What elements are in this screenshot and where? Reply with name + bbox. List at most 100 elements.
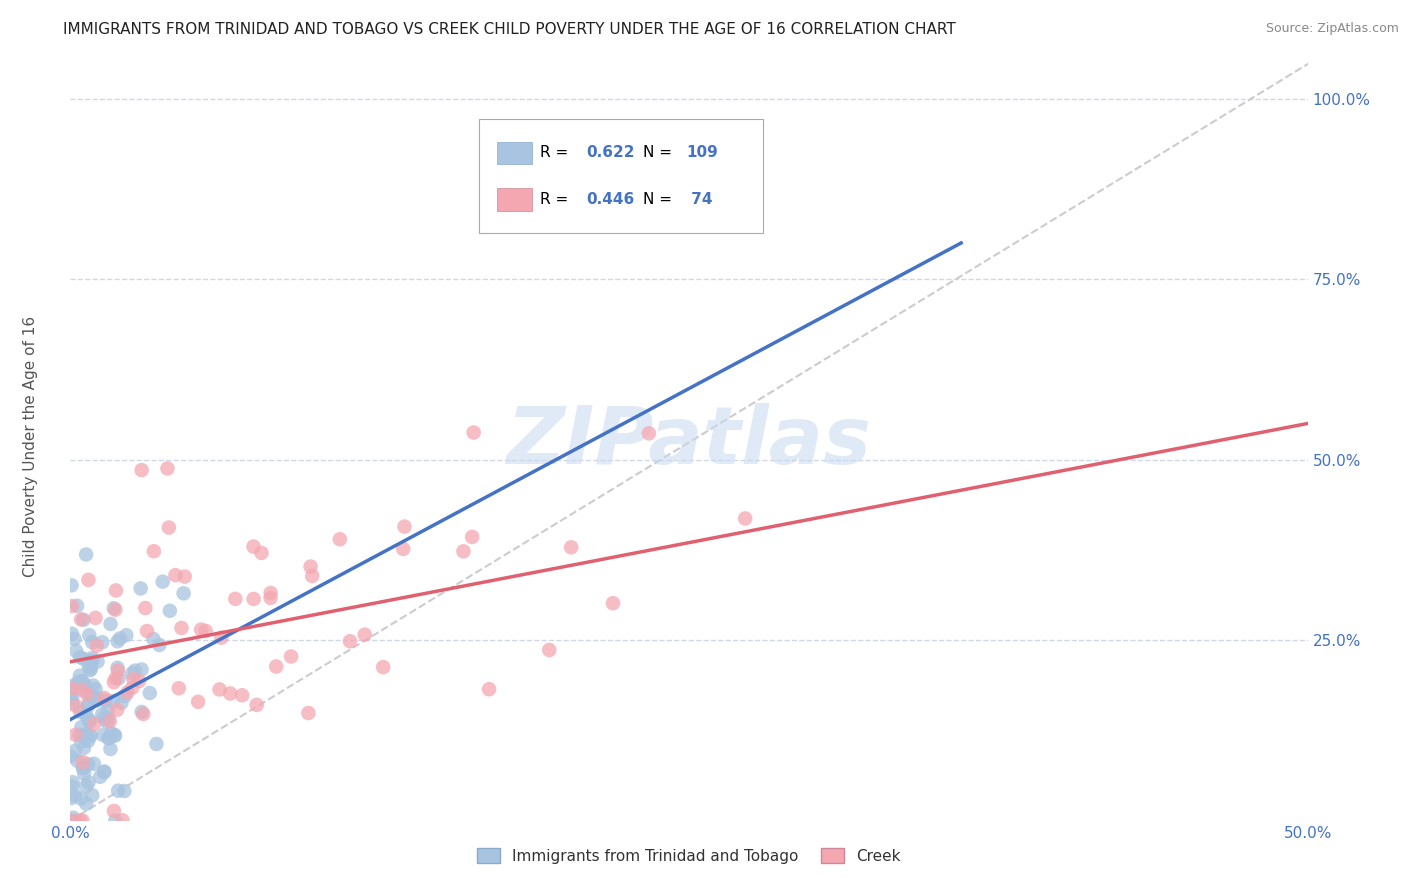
Point [69,728,91,742]
Point [98,731,121,745]
Point [65,814,87,828]
Point [62,811,84,825]
Point [104,814,127,828]
Point [122,672,145,686]
Point [329,533,352,547]
Point [128,674,150,689]
Point [77,697,100,711]
Point [65,644,87,658]
Text: 109: 109 [686,145,718,161]
Point [107,664,129,678]
Text: N =: N = [643,145,678,161]
Point [77,757,100,772]
Point [124,664,146,678]
Point [173,586,195,600]
Point [157,520,180,534]
Point [91,635,114,649]
Point [165,568,187,582]
Point [734,511,756,525]
Point [82,789,104,803]
Point [86,655,108,669]
Point [77,685,100,699]
Point [79,730,101,744]
Point [190,623,212,637]
Point [63,789,86,803]
Point [83,756,105,771]
Point [60,791,83,805]
Point [70,682,93,697]
Point [602,596,624,610]
Point [103,675,125,690]
Point [60,690,83,704]
Point [280,649,302,664]
Point [77,734,100,748]
Text: ZIPatlas: ZIPatlas [506,402,872,481]
Point [69,705,91,719]
Point [259,586,281,600]
Point [156,461,179,475]
Point [142,632,165,646]
Point [107,634,129,648]
Point [76,710,98,724]
Point [250,546,273,560]
Point [115,628,138,642]
Point [104,671,127,685]
Point [82,654,104,668]
Bar [498,142,531,164]
Point [107,661,129,675]
Point [129,582,152,596]
Point [70,674,93,689]
Point [132,706,155,721]
Point [152,574,174,589]
Point [142,544,165,558]
Point [103,804,125,818]
Point [93,765,115,780]
Point [136,624,159,638]
Point [67,675,90,690]
Point [82,679,104,693]
Text: 0.446: 0.446 [586,192,634,207]
Text: Source: ZipAtlas.com: Source: ZipAtlas.com [1265,22,1399,36]
Point [105,703,128,717]
Point [60,578,83,592]
Point [75,779,97,793]
Point [72,814,94,828]
Point [208,682,231,697]
Text: 74: 74 [686,192,713,207]
Point [79,714,101,729]
Point [173,569,195,583]
Text: N =: N = [643,192,678,207]
Point [75,548,97,562]
Point [63,678,86,692]
Point [121,666,143,681]
Point [97,711,120,725]
Point [69,668,91,682]
Point [107,783,129,797]
FancyBboxPatch shape [478,120,763,233]
Point [77,775,100,789]
Point [97,731,120,746]
Point [79,688,101,702]
Point [259,591,281,605]
Point [77,659,100,673]
Point [76,700,98,714]
Point [73,740,96,755]
Point [104,602,127,616]
Point [79,628,101,642]
Point [62,696,84,710]
Point [97,704,120,718]
Point [60,681,83,696]
Point [84,611,107,625]
Point [121,681,143,695]
Text: R =: R = [540,192,574,207]
Point [65,728,87,742]
Point [63,632,86,646]
Point [139,686,162,700]
Point [76,727,98,741]
Point [209,631,232,645]
Point [638,426,661,441]
Point [62,775,84,789]
Point [110,696,132,710]
Point [100,742,122,756]
Point [70,720,93,734]
